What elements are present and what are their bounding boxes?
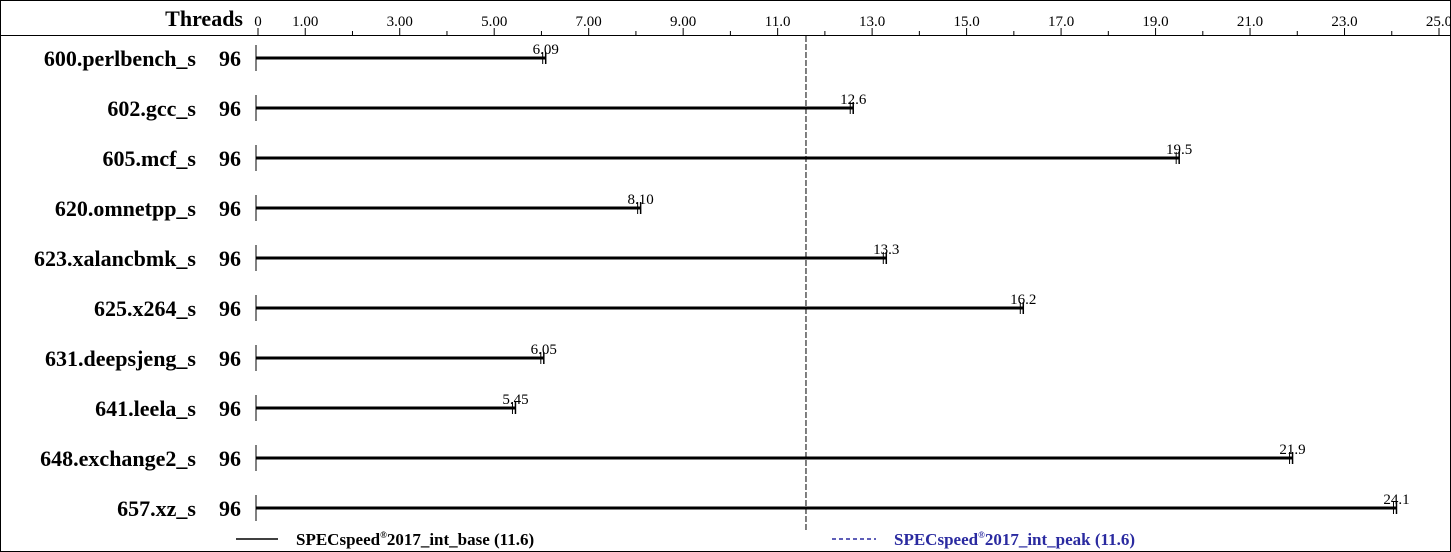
x-tick-label: 21.0: [1237, 14, 1263, 30]
x-tick-label: 23.0: [1331, 14, 1357, 30]
bench-threads: 96: [219, 146, 241, 171]
bench-name: 605.mcf_s: [103, 146, 197, 171]
legend: SPECspeed®2017_int_base (11.6) SPECspeed®…: [236, 530, 1135, 549]
bench-threads: 96: [219, 296, 241, 321]
bench-threads: 96: [219, 96, 241, 121]
x-tick-label: 1.00: [292, 14, 318, 30]
x-tick-label: 5.00: [481, 14, 507, 30]
bar-value-label: 6.09: [533, 42, 559, 58]
bench-name: 602.gcc_s: [107, 96, 196, 121]
legend-label: SPECspeed®2017_int_base (11.6): [296, 530, 534, 549]
x-tick-label: 25.0: [1426, 14, 1451, 30]
bench-name: 657.xz_s: [117, 496, 196, 521]
bar-value-label: 8.10: [628, 192, 654, 208]
bench-threads: 96: [219, 396, 241, 421]
bench-rows: 600.perlbench_s 96 6.09 602.gcc_s 96 12.6 605.…: [34, 42, 1410, 521]
bench-name: 600.perlbench_s: [44, 46, 197, 71]
bench-name: 631.deepsjeng_s: [45, 346, 196, 371]
bench-name: 641.leela_s: [95, 396, 196, 421]
bar-value-label: 12.6: [840, 92, 867, 108]
x-tick-label: 13.0: [859, 14, 885, 30]
bar-value-label: 24.1: [1383, 492, 1409, 508]
bench-threads: 96: [219, 196, 241, 221]
bench-threads: 96: [219, 496, 241, 521]
bar-value-label: 16.2: [1010, 292, 1036, 308]
legend-mark: ®: [978, 530, 985, 540]
threads-header: Threads: [165, 6, 243, 31]
bar-value-label: 6.05: [531, 342, 557, 358]
bench-threads: 96: [219, 346, 241, 371]
bench-name: 648.exchange2_s: [40, 446, 196, 471]
legend-label: SPECspeed®2017_int_peak (11.6): [894, 530, 1135, 549]
legend-suffix: 2017_int_peak (11.6): [985, 530, 1135, 549]
legend-prefix: SPECspeed: [894, 530, 979, 549]
bench-threads: 96: [219, 246, 241, 271]
bar-value-label: 19.5: [1166, 142, 1192, 158]
bar-value-label: 5.45: [502, 392, 528, 408]
x-axis: 0 1.00 3.00 5.00 7.00 9.00 11.0 13.0 15.0 17.0 19.…: [254, 14, 1451, 35]
x-tick-label: 9.00: [670, 14, 696, 30]
bench-name: 625.x264_s: [94, 296, 197, 321]
x-tick-label: 7.00: [576, 14, 602, 30]
bar-value-label: 21.9: [1279, 442, 1305, 458]
x-tick-label: 19.0: [1142, 14, 1168, 30]
x-tick-label: 3.00: [387, 14, 413, 30]
legend-prefix: SPECspeed: [296, 530, 381, 549]
x-tick-label: 11.0: [765, 14, 791, 30]
x-tick-label: 15.0: [953, 14, 979, 30]
bench-name: 620.omnetpp_s: [55, 196, 197, 221]
bench-threads: 96: [219, 446, 241, 471]
bench-threads: 96: [219, 46, 241, 71]
bar-value-label: 13.3: [873, 242, 899, 258]
x-tick-label: 17.0: [1048, 14, 1074, 30]
bench-name: 623.xalancbmk_s: [34, 246, 196, 271]
legend-mark: ®: [380, 530, 387, 540]
legend-suffix: 2017_int_base (11.6): [387, 530, 534, 549]
x-tick-label: 0: [254, 14, 262, 30]
